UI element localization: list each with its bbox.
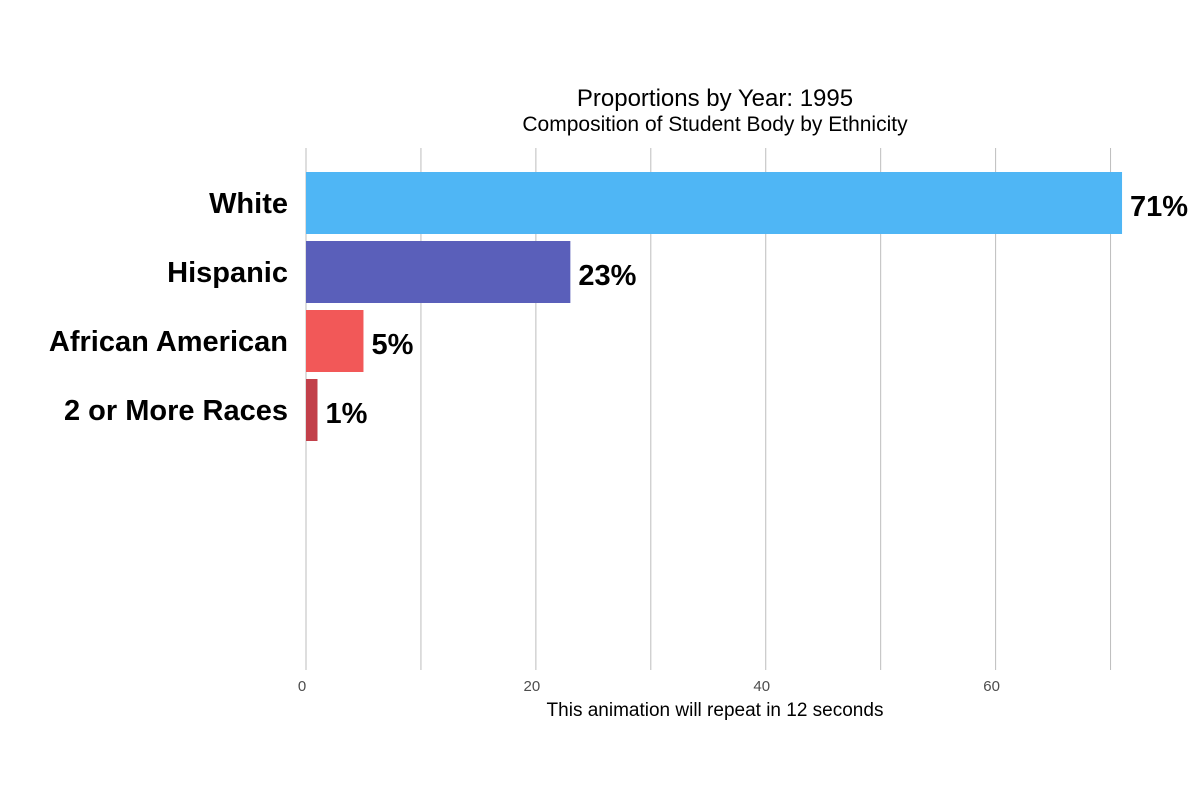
- bar: [306, 310, 364, 372]
- x-axis-label: This animation will repeat in 12 seconds: [547, 700, 884, 721]
- chart-title: Proportions by Year: 1995: [577, 85, 853, 112]
- x-tick-label: 60: [983, 678, 1000, 695]
- bars: [306, 172, 1123, 441]
- category-labels: White Hispanic African American 2 or More R…: [49, 188, 288, 427]
- value-labels: 71% 23% 5% 1%: [325, 191, 1188, 430]
- category-label: White: [209, 188, 288, 220]
- chart-subtitle: Composition of Student Body by Ethnicity: [522, 113, 908, 136]
- value-label: 23%: [578, 260, 636, 292]
- category-label: Hispanic: [167, 257, 288, 289]
- grid-lines: [305, 148, 1112, 670]
- bar: [306, 172, 1123, 234]
- x-tick-label: 0: [298, 678, 306, 695]
- bar: [306, 241, 571, 303]
- category-label: 2 or More Races: [64, 395, 288, 427]
- bar: [306, 379, 318, 441]
- category-label: African American: [49, 326, 288, 358]
- x-tick-label: 20: [524, 678, 541, 695]
- value-label: 71%: [1130, 191, 1188, 223]
- x-axis-ticks: 0 20 40 60: [298, 678, 1000, 695]
- x-tick-label: 40: [753, 678, 770, 695]
- value-label: 5%: [371, 329, 413, 361]
- value-label: 1%: [325, 398, 367, 430]
